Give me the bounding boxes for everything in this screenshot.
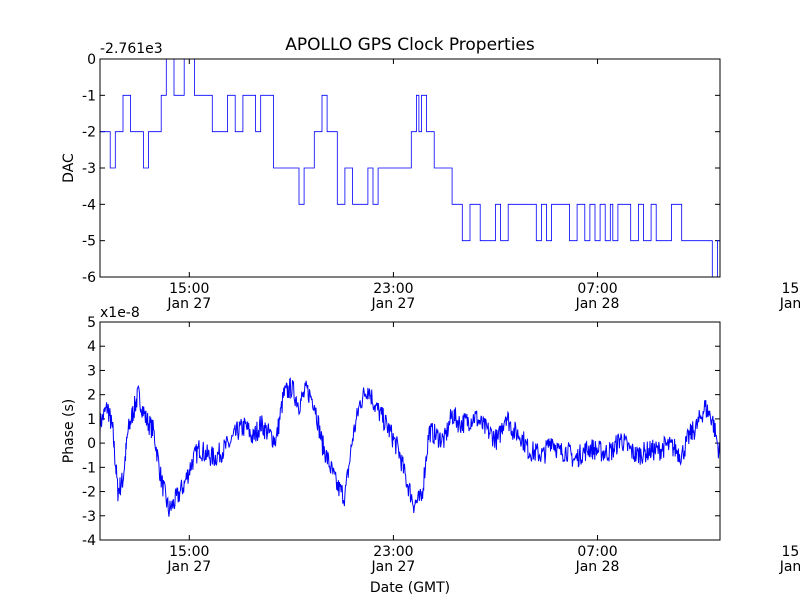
phase-y-tick-label: 5 bbox=[87, 315, 96, 331]
dac-x-tick-time: 23:00 bbox=[373, 281, 413, 297]
phase-offset-label: x1e-8 bbox=[100, 305, 140, 321]
phase-plot-area bbox=[99, 377, 721, 517]
phase-axes-frame bbox=[99, 321, 721, 541]
dac-y-tick-label: -6 bbox=[82, 270, 96, 286]
dac-y-tick-label: -3 bbox=[82, 161, 96, 177]
dac-axes-frame bbox=[99, 58, 721, 278]
phase-y-tick-label: -2 bbox=[82, 485, 96, 501]
dac-x-tick-time: 15:00 bbox=[781, 281, 800, 297]
dac-y-tick-label: 0 bbox=[87, 52, 96, 68]
phase-x-axis-label: Date (GMT) bbox=[370, 580, 450, 596]
phase-x-tick-date: Jan 28 bbox=[575, 559, 620, 575]
phase-x-tick-date: Jan 27 bbox=[166, 559, 211, 575]
phase-x-tick-date: Jan 27 bbox=[370, 559, 415, 575]
phase-y-tick-label: 0 bbox=[87, 436, 96, 452]
dac-y-tick-label: -4 bbox=[82, 197, 96, 213]
phase-y-tick-label: 2 bbox=[87, 388, 96, 404]
dac-x-tick-date: Jan 27 bbox=[166, 296, 211, 312]
chart-title: APOLLO GPS Clock Properties bbox=[285, 35, 535, 55]
dac-y-tick-label: -1 bbox=[82, 88, 96, 104]
dac-y-axis-label: DAC bbox=[61, 153, 77, 183]
phase-x-tick-time: 15:00 bbox=[169, 544, 209, 560]
dac-y-tick-label: -5 bbox=[82, 234, 96, 250]
phase-x-tick-time: 23:00 bbox=[373, 544, 413, 560]
dac-x-tick-date: Jan 27 bbox=[370, 296, 415, 312]
dac-x-tick-time: 07:00 bbox=[577, 281, 617, 297]
dac-y-tick-label: -2 bbox=[82, 125, 96, 141]
phase-y-tick-label: -1 bbox=[82, 460, 96, 476]
dac-series-line bbox=[100, 58, 720, 278]
phase-x-tick-date: Jan 28 bbox=[779, 559, 800, 575]
phase-y-tick-label: -3 bbox=[82, 509, 96, 525]
phase-y-axis-label: Phase (s) bbox=[61, 399, 77, 463]
phase-panel: x1e-8 Phase (s) Date (GMT) 5 4 3 2 1 0 -1 -2 -3 -… bbox=[61, 305, 800, 596]
phase-x-tick-time: 07:00 bbox=[577, 544, 617, 560]
dac-x-tick-date: Jan 28 bbox=[575, 296, 620, 312]
dac-offset-label: -2.761e3 bbox=[100, 41, 163, 57]
phase-y-tick-label: -4 bbox=[82, 533, 96, 549]
dac-panel: APOLLO GPS Clock Properties -2.761e3 DAC… bbox=[61, 35, 800, 312]
dac-x-tick-time: 15:00 bbox=[169, 281, 209, 297]
dac-x-tick-date: Jan 28 bbox=[779, 296, 800, 312]
phase-y-tick-label: 3 bbox=[87, 363, 96, 379]
phase-x-tick-time: 15:00 bbox=[781, 544, 800, 560]
phase-series-line bbox=[99, 377, 721, 517]
phase-y-tick-label: 1 bbox=[87, 412, 96, 428]
phase-y-tick-label: 4 bbox=[87, 339, 96, 355]
dac-plot-area bbox=[100, 58, 720, 278]
